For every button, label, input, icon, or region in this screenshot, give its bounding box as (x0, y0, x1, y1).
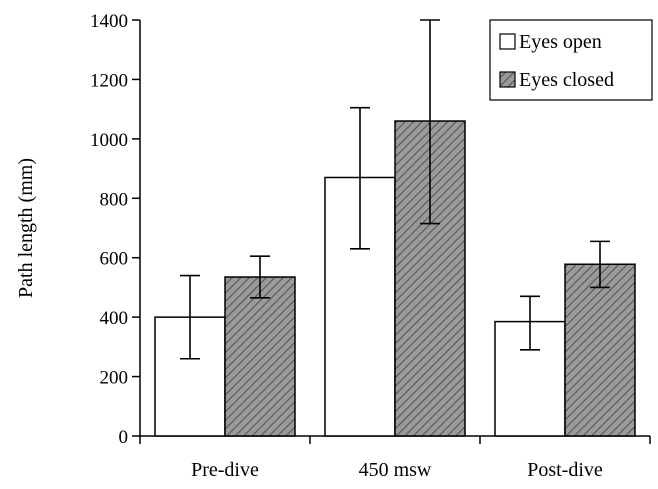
x-category-label: 450 msw (359, 459, 432, 481)
bar-eyes-closed (224, 276, 296, 437)
legend-box (489, 19, 653, 101)
y-tick-label: 400 (100, 308, 129, 329)
y-tick-label: 600 (100, 249, 129, 270)
y-tick-label: 1000 (90, 130, 128, 151)
y-tick-label: 200 (100, 368, 129, 389)
y-axis-title: Path length (mm) (15, 158, 37, 298)
category-labels: Pre-dive 450 msw Post-dive (191, 459, 603, 481)
legend-label-eyes-open: Eyes open (519, 31, 602, 53)
y-tick-label: 800 (100, 189, 129, 210)
x-category-label: Pre-dive (191, 459, 259, 481)
x-category-label: Post-dive (527, 459, 603, 481)
bars (154, 120, 636, 437)
y-ticks: 0 200 400 600 800 1000 1200 1400 (90, 11, 140, 448)
y-tick-label: 0 (119, 427, 129, 448)
legend: Eyes open Eyes closed (489, 19, 653, 101)
y-tick-label: 1200 (90, 70, 128, 91)
x-ticks (139, 436, 651, 444)
bar-eyes-closed (564, 263, 636, 437)
legend-swatch-eyes-open (499, 33, 516, 50)
y-tick-label: 1400 (90, 11, 128, 32)
error-bars (180, 19, 610, 360)
legend-swatch-eyes-closed (499, 71, 516, 88)
legend-label-eyes-closed: Eyes closed (519, 69, 614, 91)
